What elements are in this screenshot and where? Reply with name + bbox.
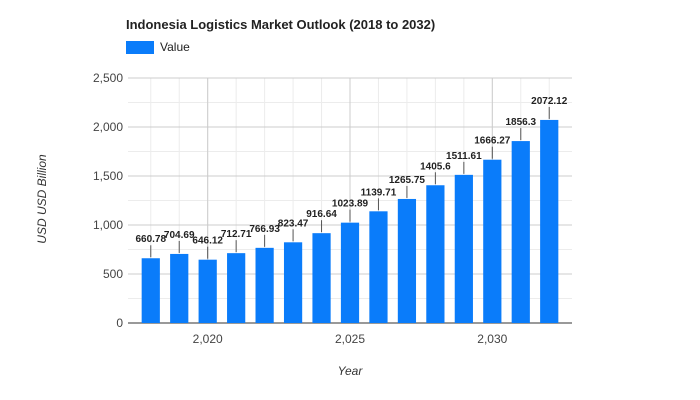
bar [426, 185, 445, 323]
data-label: 1511.61 [446, 151, 482, 162]
data-label: 646.12 [192, 236, 223, 247]
y-tick-label: 2,500 [93, 71, 123, 85]
bar [511, 141, 530, 323]
bar [255, 247, 274, 323]
bar [340, 222, 360, 323]
bar [540, 119, 559, 323]
bar [483, 159, 502, 323]
data-label: 1405.6 [420, 161, 451, 172]
data-label: 916.64 [306, 209, 337, 220]
x-tick-label: 2,020 [193, 332, 223, 346]
legend-label: Value [160, 40, 190, 54]
y-tick-label: 500 [103, 267, 123, 281]
legend-swatch [126, 40, 154, 54]
data-label: 712.71 [221, 229, 252, 240]
y-tick-label: 1,500 [93, 169, 123, 183]
bar [397, 198, 417, 323]
data-label: 1666.27 [474, 136, 511, 147]
data-label: 704.69 [164, 230, 195, 241]
bar [369, 211, 388, 323]
bar [227, 253, 246, 323]
x-tick-label: 2,030 [477, 332, 507, 346]
bar [454, 174, 473, 323]
data-label: 1265.75 [389, 175, 426, 186]
y-tick-label: 2,000 [93, 120, 123, 134]
data-label: 2072.12 [531, 96, 568, 107]
y-tick-label: 0 [116, 316, 123, 330]
data-label: 766.93 [249, 224, 280, 235]
bar [283, 242, 303, 323]
data-label: 660.78 [135, 234, 166, 245]
legend: Value [126, 40, 190, 54]
bar [312, 233, 331, 323]
data-label: 1139.71 [361, 187, 397, 198]
data-label: 1856.3 [505, 117, 536, 128]
bar [198, 259, 217, 323]
data-label: 1023.89 [332, 199, 369, 210]
y-tick-label: 1,000 [93, 218, 123, 232]
bar [141, 258, 160, 323]
data-label: 823.47 [278, 218, 309, 229]
bar [170, 253, 189, 323]
x-tick-label: 2,025 [335, 332, 365, 346]
chart-title: Indonesia Logistics Market Outlook (2018… [126, 17, 436, 32]
x-axis-label: Year [337, 364, 363, 378]
